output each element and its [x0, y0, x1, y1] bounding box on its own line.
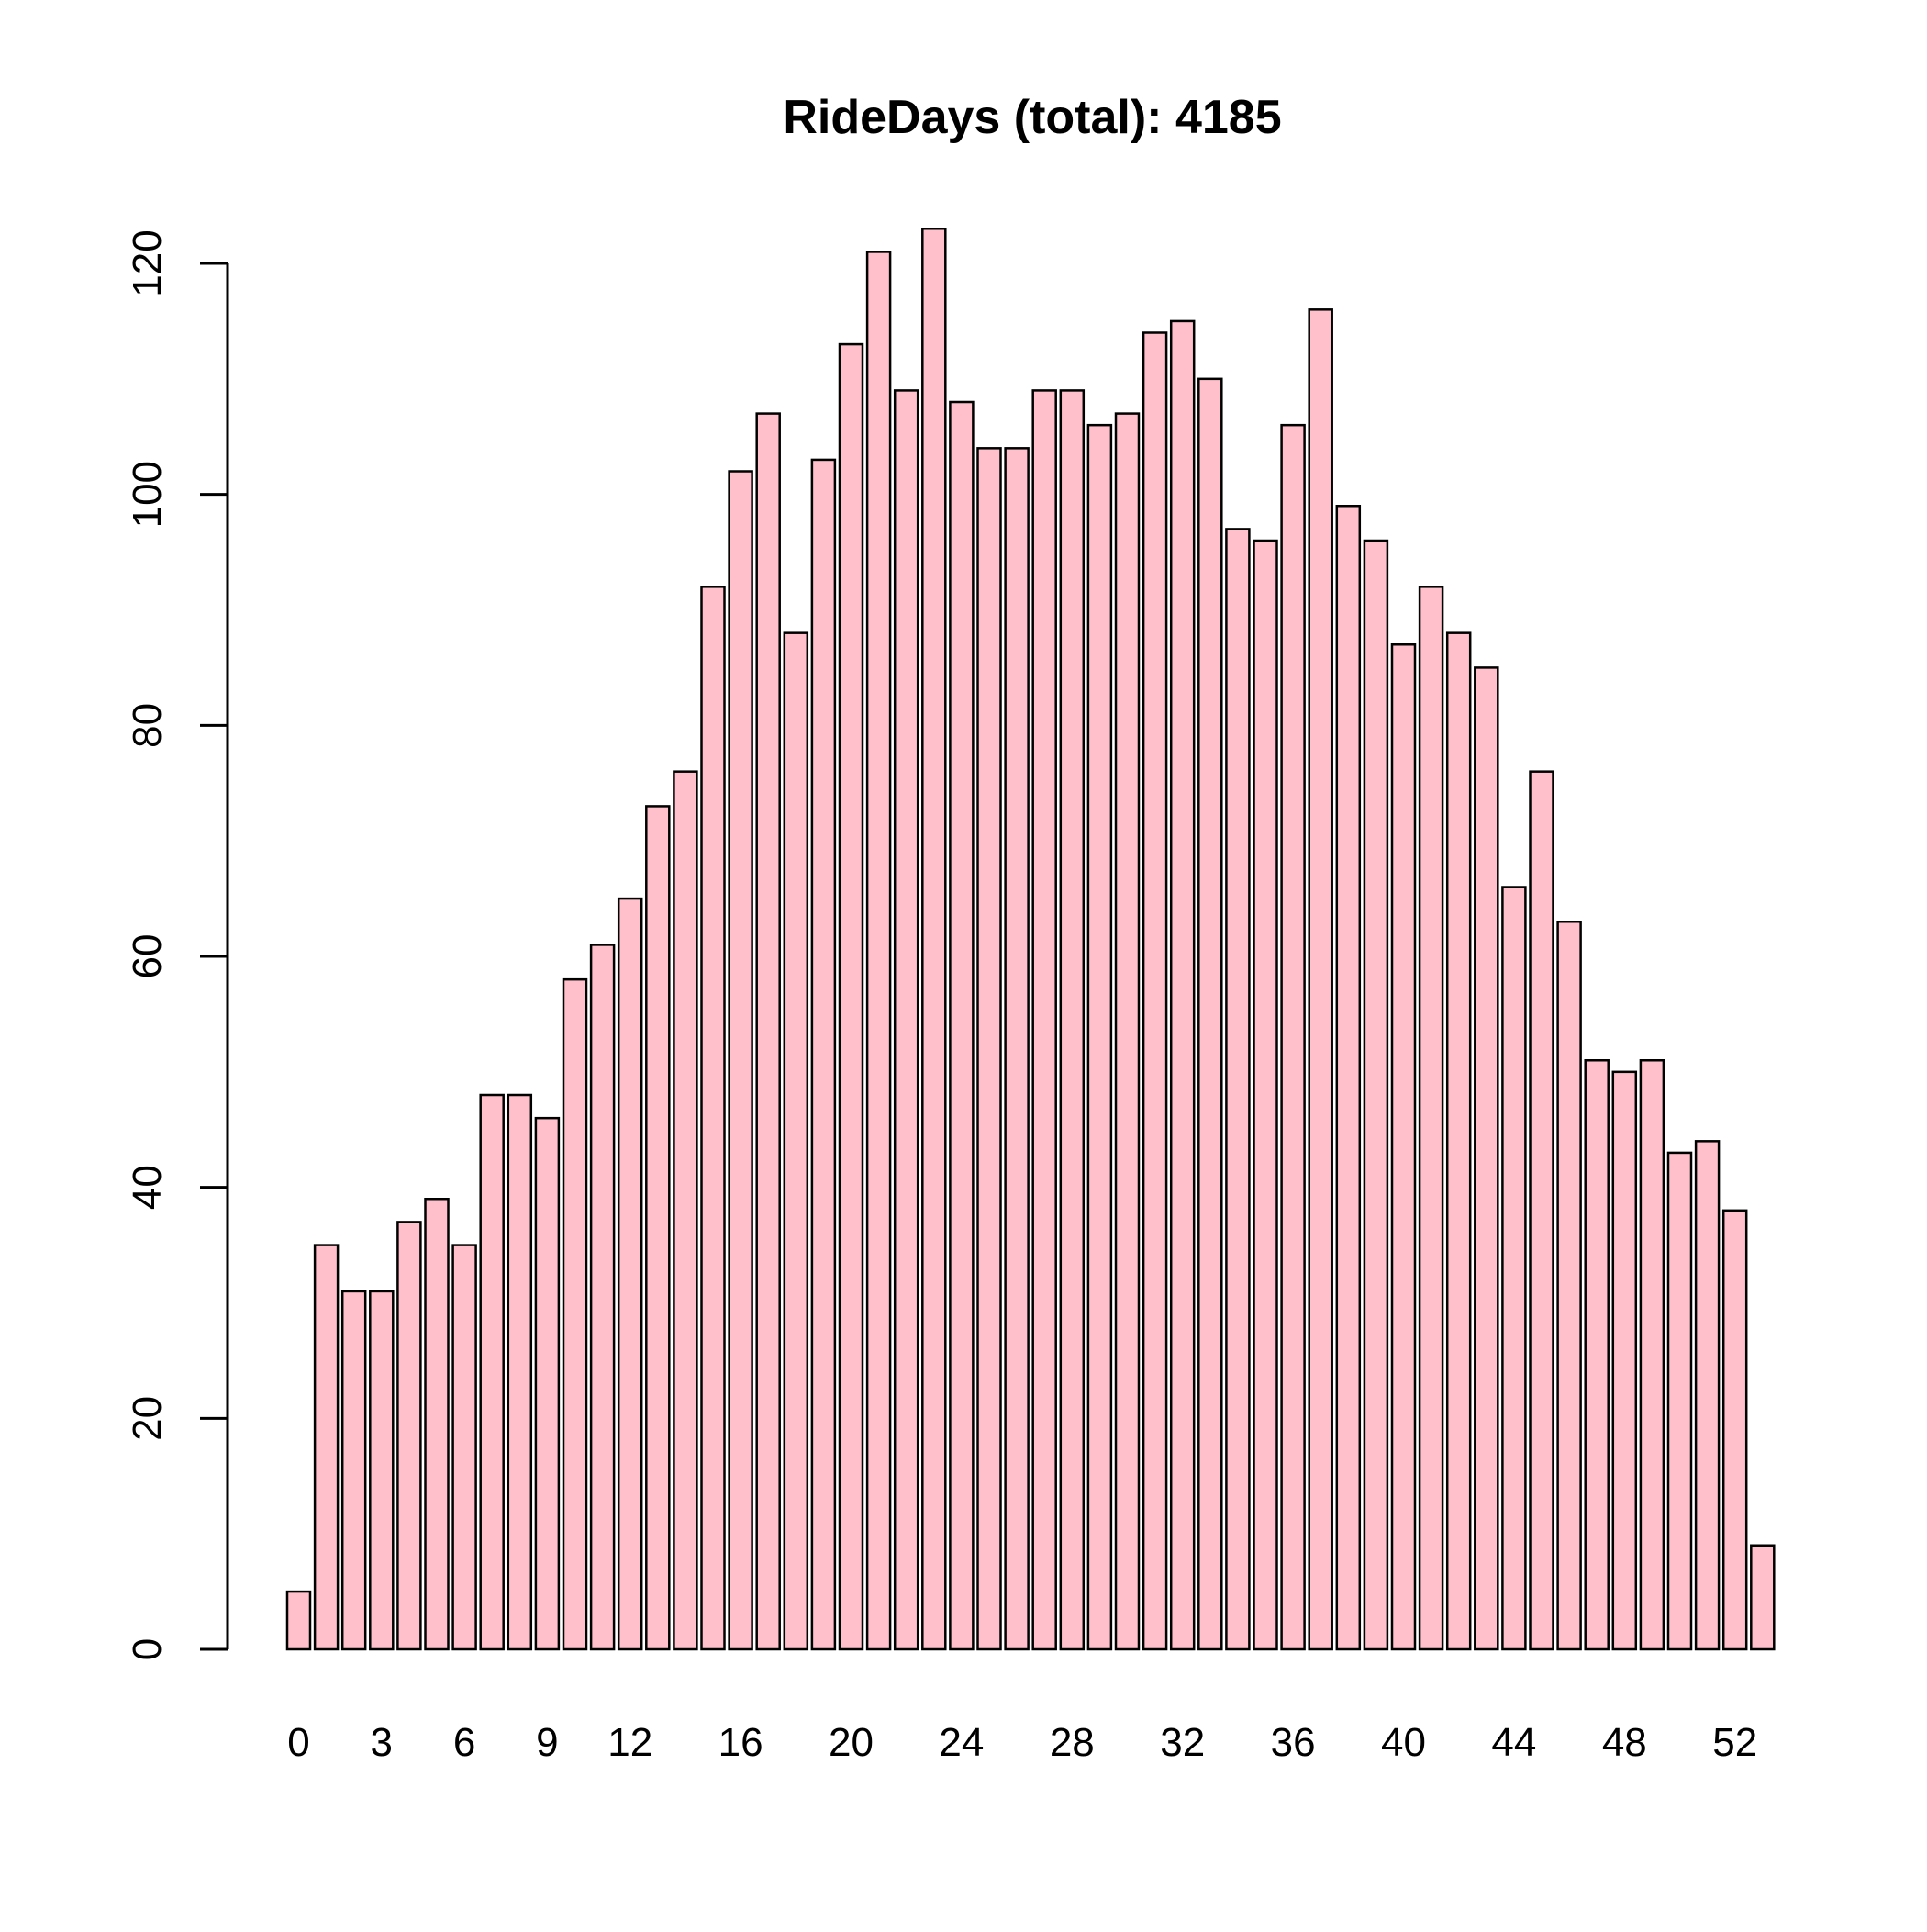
- bar: [1418, 586, 1444, 1651]
- bar: [673, 770, 698, 1651]
- bar: [1253, 539, 1278, 1651]
- bar: [865, 251, 892, 1651]
- bar: [1694, 1140, 1721, 1651]
- bar: [1474, 666, 1499, 1651]
- bar: [479, 1093, 505, 1651]
- y-axis: 0 20 40 60 80 100 120: [125, 229, 229, 1660]
- bar: [1363, 539, 1389, 1651]
- bar: [507, 1093, 533, 1651]
- x-tick-label: 36: [1271, 1720, 1316, 1765]
- bar: [645, 805, 671, 1651]
- bar: [1004, 447, 1030, 1651]
- y-tick-label: 60: [125, 934, 170, 979]
- bar: [810, 458, 837, 1651]
- x-tick-labels: 0 3 6 9 12 16 20 24 28 32 36 40 44 48 52: [287, 1720, 1757, 1765]
- bar: [1666, 1151, 1693, 1651]
- bar: [700, 586, 726, 1651]
- bar: [1197, 377, 1223, 1651]
- bar: [728, 470, 753, 1651]
- bar: [1031, 389, 1057, 1651]
- bar: [534, 1116, 561, 1651]
- x-tick-label: 3: [371, 1720, 393, 1765]
- bar: [921, 228, 947, 1651]
- y-tick-label: 40: [125, 1165, 170, 1210]
- bar: [340, 1290, 367, 1651]
- bar: [1225, 528, 1251, 1651]
- bar: [1280, 423, 1306, 1651]
- bar: [1142, 331, 1168, 1651]
- bar: [1501, 886, 1527, 1651]
- bar: [396, 1221, 422, 1651]
- y-tick-label: 120: [125, 229, 170, 296]
- bar: [949, 400, 975, 1651]
- x-tick-label: 12: [607, 1720, 652, 1765]
- x-tick-label: 48: [1602, 1720, 1647, 1765]
- bar: [369, 1290, 395, 1651]
- bar: [562, 977, 588, 1651]
- bar: [1390, 643, 1417, 1651]
- x-tick-label: 32: [1160, 1720, 1205, 1765]
- bar: [1639, 1059, 1665, 1651]
- y-tick-label: 20: [125, 1396, 170, 1441]
- bar: [1335, 505, 1362, 1651]
- bars-group: [285, 228, 1776, 1651]
- bar: [1086, 423, 1113, 1651]
- bar: [1721, 1209, 1748, 1651]
- bar: [1059, 389, 1086, 1651]
- chart-title: RideDays (total): 4185: [783, 91, 1281, 144]
- y-tick-label: 0: [125, 1638, 170, 1660]
- bar: [1556, 921, 1582, 1651]
- bar: [1529, 770, 1554, 1651]
- bar: [783, 631, 809, 1651]
- bar: [1611, 1070, 1638, 1651]
- x-tick-label: 28: [1050, 1720, 1095, 1765]
- bar: [424, 1198, 450, 1651]
- bar: [893, 389, 919, 1651]
- bar: [838, 342, 864, 1651]
- bar: [1750, 1544, 1776, 1651]
- bar: [313, 1244, 340, 1651]
- x-tick-label: 44: [1491, 1720, 1536, 1765]
- bar: [285, 1590, 312, 1651]
- x-tick-label: 6: [453, 1720, 475, 1765]
- bar: [1308, 308, 1333, 1651]
- bar: [589, 944, 616, 1651]
- y-tick-label: 80: [125, 703, 170, 748]
- x-tick-label: 40: [1381, 1720, 1426, 1765]
- bar: [976, 447, 1002, 1651]
- x-tick-label: 20: [829, 1720, 874, 1765]
- x-tick-label: 0: [287, 1720, 309, 1765]
- x-tick-label: 24: [939, 1720, 984, 1765]
- bar: [1445, 631, 1472, 1651]
- bar: [1114, 412, 1141, 1651]
- x-tick-label: 9: [536, 1720, 558, 1765]
- bar: [1169, 319, 1196, 1651]
- bar: [1584, 1059, 1610, 1651]
- bar: [451, 1244, 477, 1651]
- x-tick-label: 52: [1712, 1720, 1757, 1765]
- x-tick-label: 16: [718, 1720, 763, 1765]
- y-tick-label: 100: [125, 461, 170, 528]
- bar: [617, 897, 643, 1651]
- bar: [755, 412, 781, 1651]
